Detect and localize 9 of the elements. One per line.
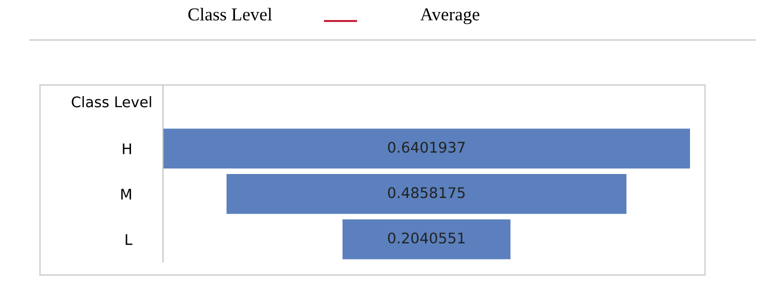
text: Average (420, 8, 480, 24)
data-label: 0.4858175 (388, 187, 465, 198)
category-label: M (121, 188, 132, 200)
text: Class Level (188, 8, 272, 21)
category-label: L (126, 234, 132, 245)
category-label: H (122, 143, 132, 154)
data-label: 0.2040551 (388, 232, 465, 244)
text: Class Level (72, 96, 152, 108)
data-label: 0.6401937 (388, 142, 465, 153)
